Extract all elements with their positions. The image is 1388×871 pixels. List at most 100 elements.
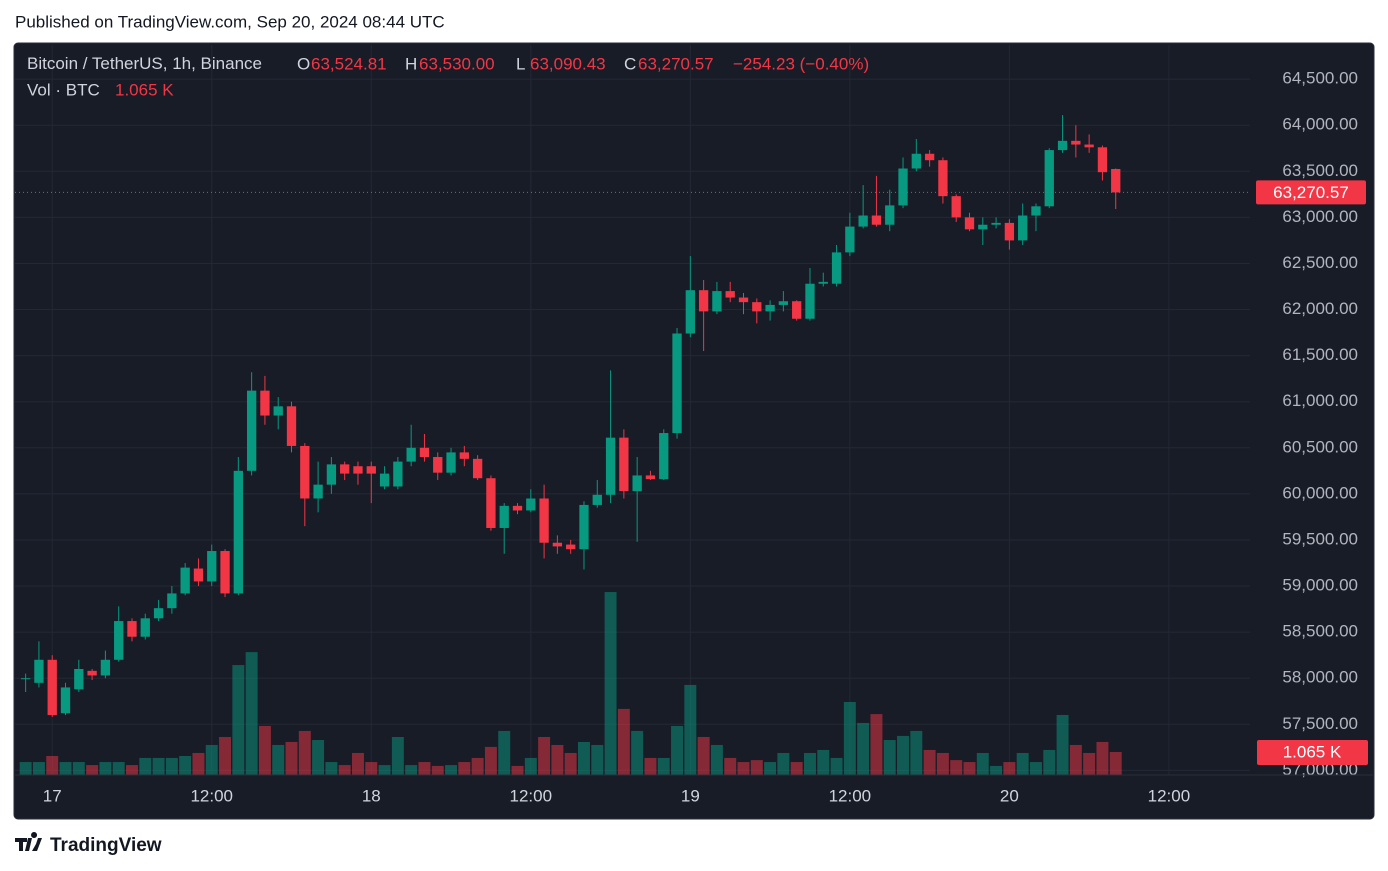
volume-bar xyxy=(551,744,564,775)
candle-body xyxy=(964,217,975,230)
candle-body xyxy=(1071,140,1081,145)
candle-body xyxy=(419,447,430,458)
candle-body xyxy=(1097,147,1108,173)
volume-bar xyxy=(897,735,910,775)
volume-bar xyxy=(883,740,896,775)
y-tick-label: 63,500.00 xyxy=(1282,161,1358,180)
volume-bar xyxy=(152,757,165,775)
volume-bar xyxy=(910,730,923,775)
volume-bar xyxy=(843,701,856,775)
ohlc-legend: O 63,524.81 H 63,530.00 L 63,090.43 C 63,270.57… xyxy=(297,54,869,73)
candle-body xyxy=(512,505,523,511)
candle-body xyxy=(579,504,589,550)
volume-bar xyxy=(19,762,32,775)
volume-bar xyxy=(830,757,843,775)
candle-body xyxy=(60,687,71,714)
candle-body xyxy=(87,670,97,676)
ohlc-key: L xyxy=(516,54,525,73)
candle-body xyxy=(845,226,855,253)
x-tick-label: 12:00 xyxy=(510,786,553,805)
volume-bar xyxy=(684,684,697,775)
volume-bar xyxy=(790,762,803,775)
candle-body xyxy=(938,160,948,197)
volume-bar xyxy=(591,744,604,775)
candle-body xyxy=(645,475,656,480)
candle-body xyxy=(1111,168,1121,193)
y-tick-label: 60,500.00 xyxy=(1282,437,1358,456)
candle-body xyxy=(499,505,509,528)
volume-box xyxy=(1257,740,1368,765)
y-tick-label: 57,500.00 xyxy=(1282,714,1358,733)
candle-body xyxy=(167,593,177,609)
candle-body xyxy=(725,291,735,298)
candle-body xyxy=(1031,206,1041,216)
price-pane xyxy=(15,115,1250,717)
volume-bar xyxy=(870,714,883,775)
volume-bar xyxy=(857,722,870,775)
candle-body xyxy=(978,224,988,230)
volume-bar xyxy=(577,741,590,775)
x-tick-label: 19 xyxy=(681,786,700,805)
volume-bar xyxy=(139,757,152,775)
volume-bar xyxy=(1069,744,1082,775)
volume-bar xyxy=(617,708,630,775)
volume-bar xyxy=(764,762,777,775)
candle-body xyxy=(632,475,642,492)
y-tick-label: 59,000.00 xyxy=(1282,576,1358,595)
candle-body xyxy=(566,544,576,550)
candle-body xyxy=(858,215,868,227)
volume-bar xyxy=(936,752,949,775)
volume-bar xyxy=(338,765,351,775)
candle-body xyxy=(153,608,164,619)
ohlc-key: H xyxy=(405,54,417,73)
volume-bar xyxy=(46,755,59,775)
volume-bar xyxy=(631,730,644,775)
volume-bar xyxy=(391,736,404,775)
volume-bar xyxy=(923,749,936,775)
volume-bar xyxy=(59,762,72,775)
x-tick-label: 12:00 xyxy=(1148,786,1191,805)
candle-body xyxy=(260,390,270,416)
candle-body xyxy=(765,304,775,312)
legend: Bitcoin / TetherUS, 1h, Binance xyxy=(27,54,262,73)
candle-body xyxy=(433,457,443,473)
y-tick-label: 58,000.00 xyxy=(1282,668,1358,687)
candle-body xyxy=(47,659,57,716)
x-tick-label: 12:00 xyxy=(829,786,872,805)
candle-body xyxy=(778,301,789,305)
volume-bar xyxy=(657,757,670,775)
candle-body xyxy=(685,290,695,334)
candle-body xyxy=(672,333,682,434)
y-tick-label: 64,500.00 xyxy=(1282,69,1358,88)
candle-body xyxy=(818,281,828,284)
candle-body xyxy=(619,437,629,492)
candle-body xyxy=(1084,144,1094,148)
volume-bar xyxy=(298,730,311,775)
candle-body xyxy=(140,618,150,637)
candle-body xyxy=(180,567,190,594)
candle-body xyxy=(340,464,350,474)
candle-body xyxy=(193,568,204,582)
candle-body xyxy=(991,222,1001,225)
volume-bar xyxy=(1029,762,1042,775)
volume-bar xyxy=(232,665,245,775)
volume-pane xyxy=(19,592,1122,775)
y-tick-label: 62,000.00 xyxy=(1282,299,1358,318)
chart-panel xyxy=(13,42,1375,820)
candle-body xyxy=(752,302,762,312)
candle-body xyxy=(326,464,337,485)
x-tick-label: 18 xyxy=(362,786,381,805)
candle-body xyxy=(459,452,469,459)
volume-bar xyxy=(378,765,391,775)
volume-bar xyxy=(325,762,338,775)
volume-bar xyxy=(644,757,657,775)
volume-bar xyxy=(1056,714,1069,775)
candle-body xyxy=(659,433,669,480)
ohlc-key: C xyxy=(624,54,636,73)
x-tick-label: 20 xyxy=(1000,786,1019,805)
volume-bar xyxy=(431,765,444,775)
candle-body xyxy=(592,494,602,505)
candle-body xyxy=(1004,222,1015,241)
volume-bar xyxy=(498,730,511,775)
